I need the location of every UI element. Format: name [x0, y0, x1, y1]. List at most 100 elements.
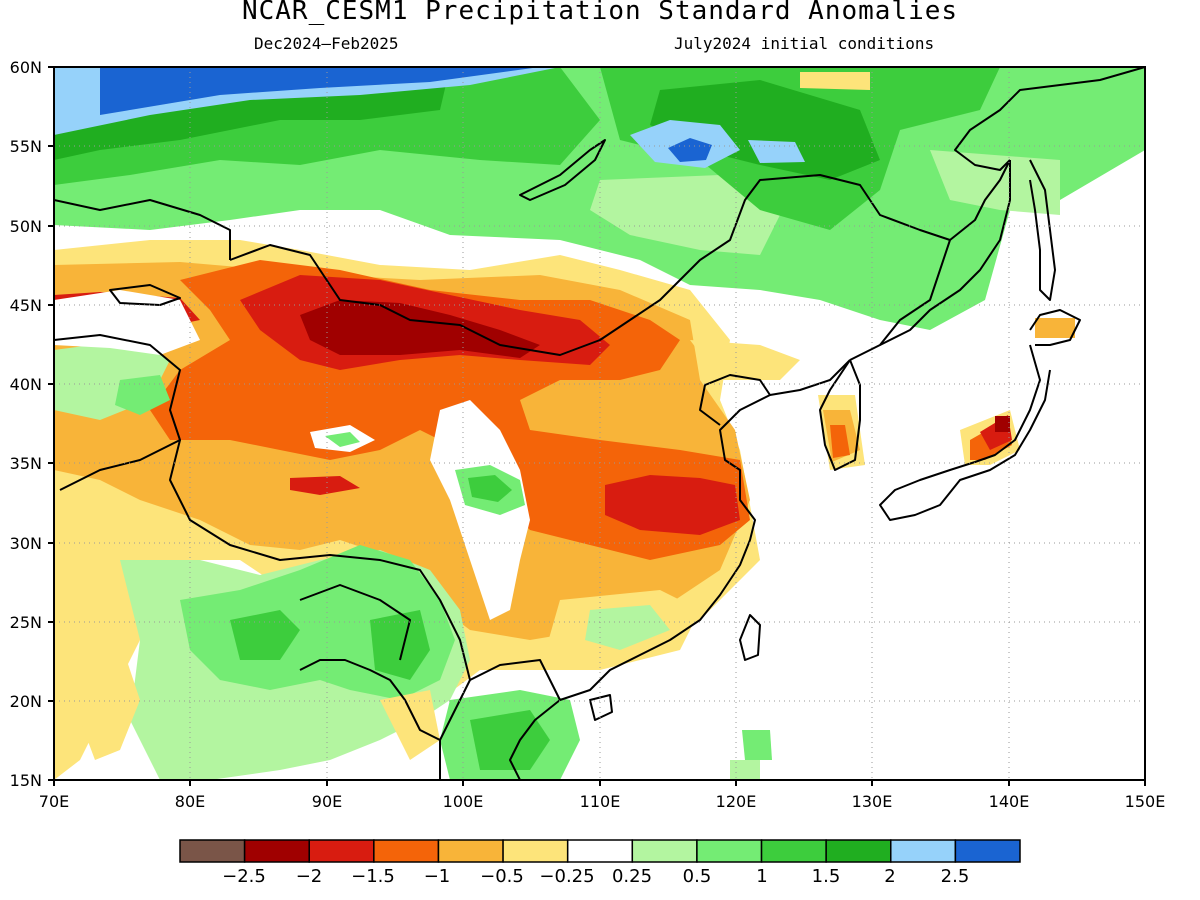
x-tick-label: 90E	[312, 792, 342, 811]
colorbar-swatch	[566, 839, 634, 863]
y-axis-labels: 60N 55N 50N 45N 40N 35N 30N 25N 20N 15N	[10, 58, 42, 790]
colorbar-label: 0.5	[683, 866, 712, 887]
south-asia-darkwet-1	[230, 610, 300, 660]
x-axis-labels: 70E 80E 90E 100E 110E 120E 130E 140E 150…	[39, 792, 1166, 811]
y-tick-label: 35N	[10, 454, 42, 473]
mongolia-border	[229, 174, 951, 356]
colorbar-label: 2	[884, 866, 895, 887]
y-tick-label: 30N	[10, 534, 42, 553]
sakhalin	[1029, 159, 1056, 301]
green-west-2	[115, 375, 170, 415]
y-tick-label: 20N	[10, 692, 42, 711]
indochina-west-coastline	[439, 679, 471, 780]
lake-balkhash	[109, 284, 181, 306]
north-darkblue-band	[100, 67, 540, 115]
korea-coastline	[819, 359, 861, 471]
south-dry-streak	[80, 640, 140, 760]
kazakhstan-border	[54, 199, 231, 260]
colorbar-swatch	[760, 839, 827, 863]
colorbar-label: −0.5	[480, 866, 524, 887]
colorbar-swatch	[696, 839, 763, 863]
colorbar-label: −1.5	[351, 866, 395, 887]
x-tick-label: 110E	[580, 792, 621, 811]
china-south-border	[469, 659, 561, 701]
dry-core-darkred	[300, 300, 540, 358]
tibet-white-tongue	[430, 400, 530, 620]
colorbar-label: 1.5	[812, 866, 841, 887]
white-west	[54, 290, 200, 355]
green-spot-west	[325, 432, 360, 447]
bhutan-myanmar-border	[299, 584, 411, 661]
grid-lines	[54, 67, 1145, 780]
colorbar-swatch	[437, 839, 504, 863]
init-conditions-label: July2024 initial conditions	[674, 34, 935, 53]
x-tick-label: 150E	[1125, 792, 1166, 811]
colorbar-swatch	[373, 839, 440, 863]
colorbar-label: −1	[424, 866, 451, 887]
himalaya-border	[169, 439, 471, 681]
japan-honshu	[879, 344, 1051, 521]
central-asia-borders	[54, 334, 181, 491]
y-tick-label: 15N	[10, 771, 42, 790]
anomaly-fields	[54, 67, 1145, 780]
x-tick-label: 70E	[39, 792, 69, 811]
taiwan	[739, 614, 761, 661]
colorbar-swatch	[179, 839, 246, 863]
x-tick-label: 100E	[443, 792, 484, 811]
colorbar-swatch	[308, 839, 375, 863]
japan-hokkaido	[1029, 309, 1081, 346]
colorbar-swatch	[502, 839, 569, 863]
colorbar-swatch	[243, 839, 310, 863]
hainan	[589, 694, 613, 721]
south-china-green	[585, 605, 670, 650]
colorbar-swatch	[890, 839, 957, 863]
bay-of-bengal-coast	[299, 659, 441, 741]
colorbar-labels: −2.5 −2 −1.5 −1 −0.5 −0.25 0.25 0.5 1 1.…	[222, 866, 969, 887]
india-yellow	[380, 690, 440, 760]
lake-baikal	[519, 139, 606, 201]
tibet-red-streak	[290, 476, 360, 495]
y-tick-label: 55N	[10, 137, 42, 156]
colorbar-swatch	[954, 839, 1021, 863]
x-tick-label: 140E	[989, 792, 1030, 811]
coastlines-and-borders	[54, 67, 1145, 780]
x-tick-label: 120E	[716, 792, 757, 811]
china-russia-northeast-border	[849, 239, 951, 361]
colorbar-swatch	[825, 839, 892, 863]
tick-marks	[48, 66, 1146, 786]
south-asia-darkwet-2	[370, 610, 430, 680]
bohai-coastline	[699, 374, 771, 426]
season-label: Dec2024–Feb2025	[254, 34, 399, 53]
japan-darkred	[995, 416, 1010, 432]
colorbar-label: 2.5	[941, 866, 970, 887]
korea-deeporange	[830, 425, 850, 458]
x-tick-label: 80E	[175, 792, 205, 811]
indochina-coastline	[509, 699, 561, 780]
northeast-pale-band	[930, 150, 1060, 215]
y-tick-label: 25N	[10, 613, 42, 632]
colorbar-label: −0.25	[539, 866, 594, 887]
colorbar-label: −2.5	[222, 866, 266, 887]
taiwan-green	[742, 730, 772, 760]
blue-patch-dark	[668, 138, 712, 162]
russia-pacific-coast	[954, 67, 1145, 171]
tibet-darkgreen-patch	[468, 475, 512, 502]
south-green-tip	[730, 760, 760, 780]
colorbar-label: 1	[756, 866, 767, 887]
x-tick-label: 130E	[852, 792, 893, 811]
yellow-spot-north	[800, 72, 870, 90]
primorye-coast	[879, 160, 1011, 346]
y-tick-label: 60N	[10, 58, 42, 77]
blue-patch-east	[748, 140, 805, 163]
manchuria-yellow	[690, 340, 800, 380]
colorbar	[179, 839, 1021, 863]
colorbar-label: 0.25	[612, 866, 652, 887]
y-tick-label: 45N	[10, 296, 42, 315]
y-tick-label: 40N	[10, 375, 42, 394]
colorbar-swatch	[631, 839, 698, 863]
colorbar-label: −2	[296, 866, 323, 887]
hokkaido-orange	[1035, 318, 1075, 338]
amur-river-border	[949, 159, 1011, 241]
indochina-darkwet	[470, 710, 550, 770]
